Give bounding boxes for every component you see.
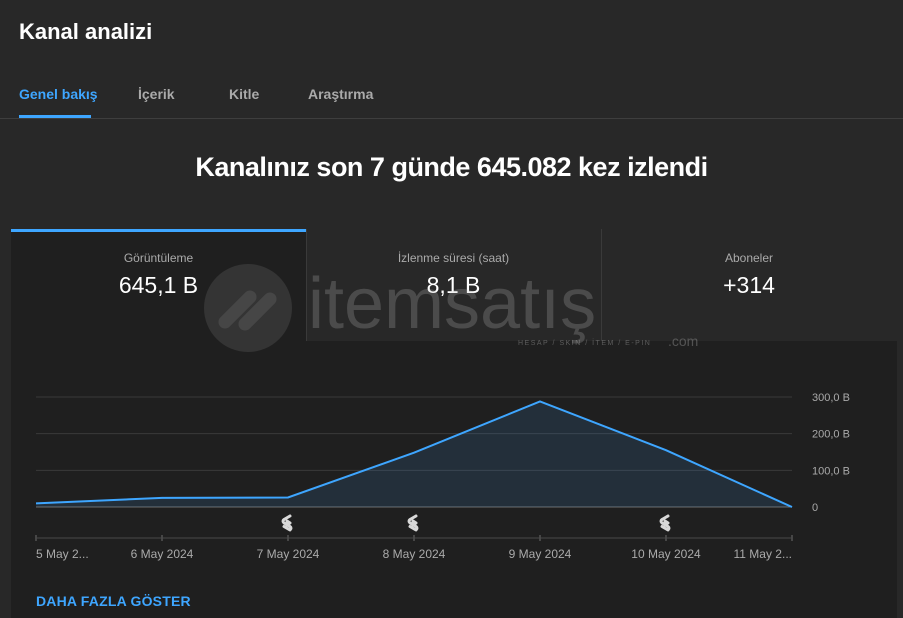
metric-divider [601, 229, 602, 341]
metric-subscribers[interactable]: Aboneler +314 [601, 229, 897, 341]
tab-audience[interactable]: Kitle [229, 86, 260, 102]
metric-watch-time-label: İzlenme süresi (saat) [397, 251, 510, 265]
x-tick-label: 10 May 2024 [631, 547, 701, 561]
y-tick-label: 0 [812, 502, 818, 514]
show-more-link[interactable]: DAHA FAZLA GÖSTER [36, 593, 191, 609]
tab-research[interactable]: Araştırma [308, 86, 374, 102]
series-line [35, 400, 793, 508]
analytics-card: Görüntüleme 645,1 B İzlenme süresi (saat… [11, 229, 897, 618]
summary-headline: Kanalınız son 7 günde 645.082 kez izlend… [195, 152, 708, 182]
active-tab-indicator [19, 115, 91, 118]
x-tick-label: 9 May 2024 [509, 547, 572, 561]
y-tick-label: 200,0 B [812, 429, 850, 441]
metric-watch-time[interactable]: İzlenme süresi (saat) 8,1 B [306, 229, 601, 341]
series-area [36, 401, 792, 507]
y-tick-label: 300,0 B [812, 392, 850, 404]
y-tick-label: 100,0 B [812, 465, 850, 477]
views-chart: 0 100,0 B 200,0 B 300,0 B 5 May 2... 6 May 20… [35, 392, 850, 561]
page-title: Kanal analizi [19, 19, 153, 44]
metric-views-value: 645,1 B [118, 272, 199, 298]
metric-divider [306, 229, 307, 341]
metric-tabs: Görüntüleme 645,1 B İzlenme süresi (saat… [11, 229, 897, 341]
x-tick-label: 8 May 2024 [383, 547, 446, 561]
shorts-icon[interactable] [659, 514, 671, 532]
x-tick-label: 6 May 2024 [131, 547, 194, 561]
x-tick-label: 11 May 2... [734, 547, 792, 561]
shorts-icon[interactable] [407, 514, 419, 532]
x-tick-label: 5 May 2... [36, 547, 89, 561]
metric-watch-time-value: 8,1 B [426, 272, 481, 298]
metric-views[interactable]: Görüntüleme 645,1 B [11, 229, 306, 341]
tab-overview[interactable]: Genel bakış [19, 86, 98, 102]
metric-subscribers-label: Aboneler [724, 251, 774, 265]
metric-views-label: Görüntüleme [123, 251, 194, 265]
metric-subscribers-value: +314 [723, 272, 775, 298]
tab-content[interactable]: İçerik [138, 86, 175, 102]
tab-bar: Genel bakış İçerik Kitle Araştırma [0, 72, 903, 119]
x-tick-label: 7 May 2024 [257, 547, 320, 561]
shorts-icon[interactable] [281, 514, 293, 532]
